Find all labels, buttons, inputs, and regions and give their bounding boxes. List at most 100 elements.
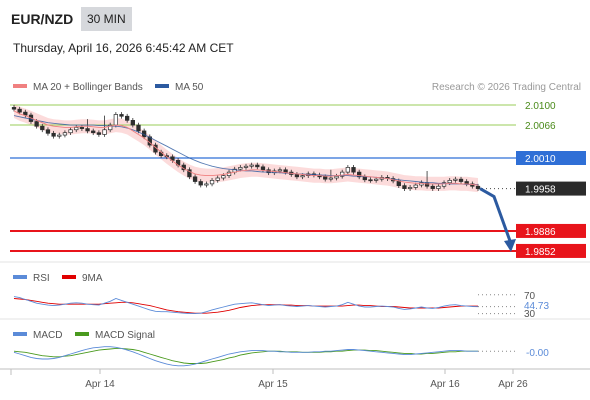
moving-averages [13,110,479,186]
candle-body [34,121,39,127]
candle-body [125,115,130,121]
level-label: 1.9886 [525,227,556,238]
candle-body [362,176,367,181]
candle-body [323,176,328,180]
level-tag [516,223,586,238]
candle-body [255,164,260,168]
macd-signal-legend-label: MACD Signal [95,330,155,341]
candle-body [243,165,249,168]
bollinger-bands [14,103,478,193]
candle-body [91,130,96,134]
level-label: 2.0100 [525,101,556,112]
rsi-level-30: 30 [524,309,536,320]
level-tag [516,243,586,258]
macd-lines [13,346,518,367]
candle-body [187,169,192,178]
candle-body [436,185,441,189]
time-tick-label: Apr 14 [85,379,115,390]
rsi-legend: RSI 9MA [13,273,103,284]
credit-text: Research © 2026 Trading Central [432,82,581,93]
macd-current: -0.00 [526,348,549,359]
rsi-ma-legend-swatch [62,275,76,279]
candle-body [45,129,51,134]
ma50-line [13,115,478,185]
candle-body [51,132,56,137]
candle-body [238,167,243,170]
candle-body [368,179,373,182]
candle-body [458,178,464,182]
time-tick-label: Apr 16 [430,379,460,390]
candle-body [57,134,62,137]
rsi-ma-line [13,298,478,314]
candle-body [441,182,447,187]
macd-signal-legend-swatch [75,332,89,336]
candle-body [215,177,220,181]
level-tag [516,151,586,165]
candle-body [40,125,45,131]
level-label: 2.0066 [525,121,556,132]
rsi-current: 44.73 [524,301,549,312]
bollinger-band-area [14,103,478,193]
rsi-lines [13,294,518,315]
rsi-ma-legend-label: 9MA [82,273,103,284]
candle-body [345,167,351,173]
candle-body [23,111,28,116]
chart-header: EUR/NZD 30 MIN Thursday, April 16, 2026 … [0,0,590,62]
candle-body [17,108,22,113]
candle-body [294,174,300,178]
rsi-line [13,296,479,315]
macd-legend-swatch [13,332,27,336]
rsi-legend-label: RSI [33,273,50,284]
last-price-label: 1.9958 [525,185,556,196]
time-axis: Apr 14 Apr 15 Apr 16 Apr 26 [10,369,528,390]
candle-body [475,185,481,189]
candle-body [424,182,430,187]
candle-body [453,178,458,181]
ma20-legend-label: MA 20 + Bollinger Bands [33,82,143,93]
candle-body [209,180,215,185]
forecast-arrow-line [479,187,512,242]
candle-body [407,187,413,189]
candle-body [79,127,85,129]
candle-body [430,185,435,189]
candle-body [102,129,107,135]
candle-body [130,120,135,126]
candle-body [447,180,452,184]
candle-body [249,164,254,167]
forecast-arrow [479,187,516,252]
candle-body [68,129,73,134]
candle-body [62,132,68,136]
ma20-line [13,110,479,186]
candle-body [334,175,339,179]
rsi-level-70: 70 [524,291,536,302]
candle-body [221,175,226,179]
candle-body [260,166,266,171]
ma50-legend-label: MA 50 [175,82,204,93]
candle-body [85,128,90,132]
macd-legend: MACD MACD Signal [13,330,155,341]
rsi-legend-swatch [13,275,27,279]
candle-body [351,167,356,173]
candle-body [11,107,17,110]
candle-body [198,181,203,186]
candle-body [402,185,407,189]
last-price-tag [516,181,586,196]
macd-line [13,346,478,367]
candle-body [357,171,362,178]
candle-body [300,175,305,178]
candle-body [413,184,418,188]
candle-body [373,178,379,181]
timeframe-badge[interactable]: 30 MIN [81,7,132,31]
candle-body [328,177,334,180]
level-label: 2.0010 [525,154,556,165]
time-tick-label: Apr 15 [258,379,288,390]
main-legend: MA 20 + Bollinger Bands MA 50 Research ©… [13,82,581,93]
forecast-arrow-head [504,238,516,252]
candle-body [96,132,102,135]
candle-body [204,183,209,186]
candle-body [170,156,175,161]
ma50-legend-swatch [155,84,169,88]
time-tick-label: Apr 26 [498,379,528,390]
candle-body [108,124,113,131]
